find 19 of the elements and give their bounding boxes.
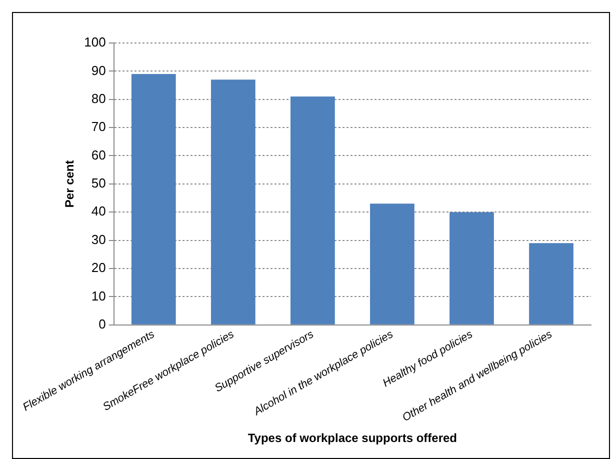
y-tick-label: 90 [91,62,106,78]
y-tick-label: 80 [91,90,106,106]
bar [370,204,414,324]
bar [131,74,176,324]
y-tick-label: 50 [91,176,106,191]
y-tick-label: 0 [98,316,106,332]
bar [290,96,335,324]
y-tick-label: 40 [91,204,106,219]
y-tick-label: 60 [91,147,106,162]
y-tick-label: 30 [91,232,106,247]
bar [450,212,494,324]
y-tick-label: 10 [91,288,106,304]
y-tick-label: 70 [91,119,106,134]
bar [210,80,256,324]
bar [529,243,574,324]
y-tick-label: 100 [84,34,106,50]
y-axis-title: Per cent [62,160,76,208]
x-axis-title: Types of workplace supports offered [248,431,458,446]
y-tick-label: 20 [91,260,106,276]
